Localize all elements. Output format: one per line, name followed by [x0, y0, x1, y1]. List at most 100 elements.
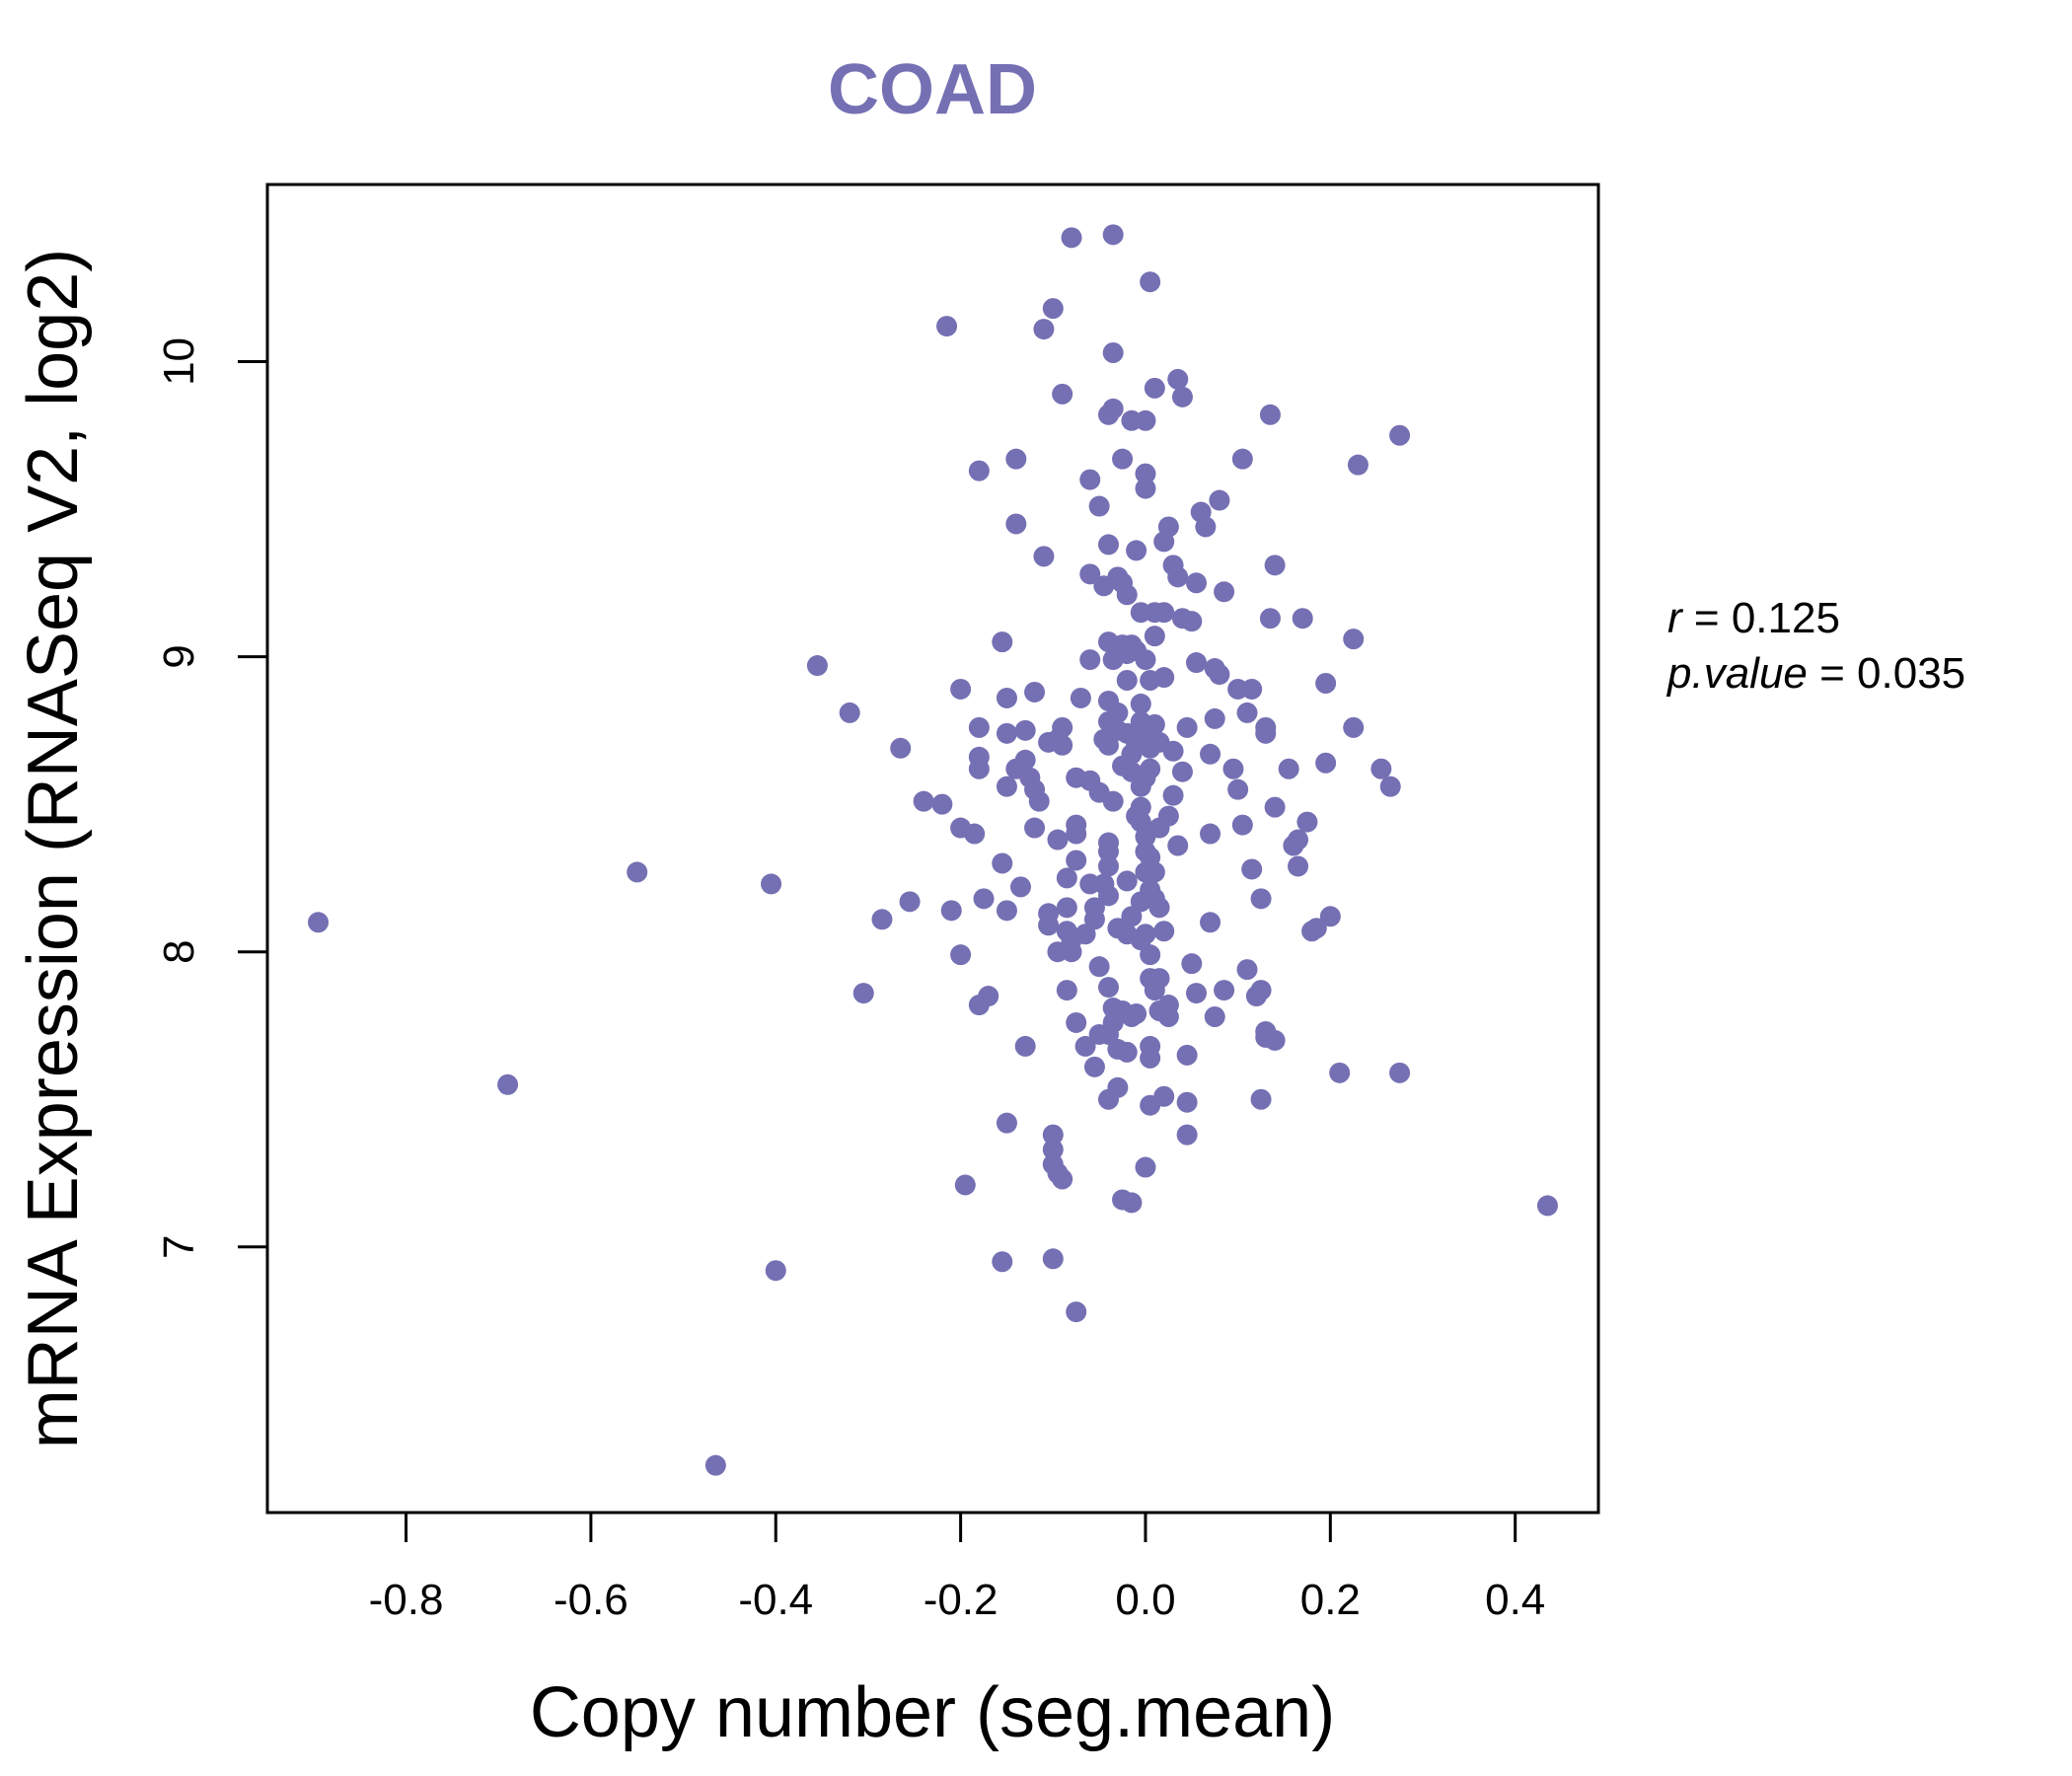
- scatter-point: [913, 790, 934, 812]
- scatter-point: [936, 316, 958, 337]
- scatter-point: [1259, 608, 1281, 629]
- scatter-point: [1185, 983, 1207, 1004]
- scatter-point: [1116, 870, 1138, 892]
- scatter-point: [1056, 867, 1077, 889]
- scatter-point: [1209, 489, 1230, 511]
- scatter-point: [1296, 811, 1318, 833]
- x-tick-label: 0.0: [1115, 1576, 1175, 1624]
- scatter-point: [1033, 319, 1055, 340]
- scatter-point: [1315, 672, 1337, 694]
- x-tick-label: -0.4: [738, 1576, 813, 1624]
- scatter-point: [1107, 702, 1129, 723]
- data-points: [308, 224, 1558, 1476]
- scatter-point: [1264, 1029, 1286, 1051]
- y-axis-label: mRNA Expression (RNASeq V2, log2): [14, 249, 93, 1448]
- scatter-point: [1144, 861, 1165, 883]
- scatter-point: [1343, 716, 1365, 738]
- scatter-point: [954, 1174, 976, 1196]
- scatter-point: [1097, 855, 1119, 877]
- y-tick-label: 7: [155, 1235, 203, 1259]
- plot-frame: [265, 183, 1600, 1515]
- scatter-point: [1319, 906, 1341, 927]
- scatter-point: [1009, 876, 1031, 898]
- scatter-point: [1056, 980, 1077, 1001]
- y-tick-label: 9: [155, 644, 203, 668]
- scatter-point: [1288, 855, 1309, 877]
- scatter-point: [1200, 743, 1221, 765]
- scatter-point: [1135, 924, 1156, 945]
- scatter-point: [1126, 1003, 1147, 1025]
- scatter-point: [1259, 404, 1281, 425]
- scatter-point: [1135, 478, 1156, 499]
- scatter-point: [1236, 959, 1258, 981]
- scatter-point: [1171, 386, 1193, 407]
- scatter-point: [950, 678, 972, 700]
- scatter-point: [1130, 796, 1151, 818]
- scatter-point: [996, 722, 1017, 744]
- scatter-point: [1389, 1062, 1411, 1083]
- scatter-point: [940, 900, 962, 922]
- scatter-point: [1250, 980, 1272, 1001]
- scatter-point: [1231, 814, 1253, 836]
- scatter-point: [1102, 398, 1124, 419]
- scatter-point: [1241, 858, 1263, 880]
- scatter-point: [1061, 941, 1082, 963]
- scatter-point: [1024, 681, 1046, 703]
- scatter-point: [1185, 652, 1207, 674]
- scatter-point: [1135, 1156, 1156, 1178]
- scatter-point: [1066, 1301, 1087, 1323]
- scatter-point: [497, 1073, 519, 1095]
- scatter-point: [839, 702, 860, 723]
- scatter-point: [1140, 944, 1161, 966]
- scatter-point: [1176, 1091, 1198, 1113]
- scatter-point: [1014, 1035, 1036, 1057]
- p-label: p.value: [1667, 649, 1808, 698]
- scatter-point: [1024, 817, 1046, 839]
- scatter-point: [1066, 1011, 1087, 1033]
- scatter-point: [1181, 611, 1203, 632]
- scatter-point: [1176, 1044, 1198, 1066]
- scatter-point: [1162, 784, 1184, 806]
- scatter-point: [1083, 1056, 1105, 1077]
- scatter-point: [1014, 719, 1036, 741]
- scatter-point: [704, 1454, 726, 1476]
- scatter-point: [1343, 629, 1365, 650]
- scatter-point: [1135, 409, 1156, 431]
- scatter-point: [1347, 454, 1369, 476]
- x-tick-label: 0.4: [1485, 1576, 1545, 1624]
- scatter-point: [1214, 980, 1235, 1001]
- scatter-point: [1241, 678, 1263, 700]
- scatter-point: [931, 793, 953, 815]
- scatter-point: [1153, 602, 1175, 624]
- scatter-point: [968, 758, 990, 779]
- scatter-point: [1126, 540, 1147, 561]
- scatter-point: [627, 861, 648, 883]
- x-tick-label: -0.2: [924, 1576, 999, 1624]
- scatter-point: [1116, 584, 1138, 606]
- scatter-point: [1204, 707, 1225, 729]
- pvalue-stat: p.value = 0.035: [1667, 649, 1966, 698]
- x-axis: -0.8 -0.6 -0.4 -0.2 0.0 0.2 0.4: [369, 1511, 1545, 1624]
- scatter-point: [308, 912, 330, 933]
- scatter-point: [1079, 563, 1101, 585]
- scatter-point: [1028, 790, 1050, 812]
- scatter-point: [992, 631, 1013, 653]
- scatter-point: [1329, 1062, 1351, 1083]
- scatter-point: [1144, 377, 1165, 399]
- x-tick-label: 0.2: [1300, 1576, 1361, 1624]
- scatter-point: [1264, 555, 1286, 576]
- p-value: 0.035: [1857, 649, 1966, 698]
- x-tick-label: -0.8: [369, 1576, 444, 1624]
- scatter-point: [1227, 778, 1249, 800]
- scatter-point: [1255, 722, 1277, 744]
- chart-title: COAD: [828, 50, 1037, 129]
- scatter-point: [1135, 649, 1156, 671]
- y-axis: 7 8 9 10: [155, 337, 269, 1259]
- scatter-point: [1148, 897, 1170, 919]
- scatter-point: [1079, 469, 1101, 490]
- scatter-point: [1315, 752, 1337, 774]
- scatter-point: [1181, 953, 1203, 975]
- scatter-point: [1135, 463, 1156, 484]
- scatter-point: [1200, 912, 1221, 933]
- scatter-point: [1236, 702, 1258, 723]
